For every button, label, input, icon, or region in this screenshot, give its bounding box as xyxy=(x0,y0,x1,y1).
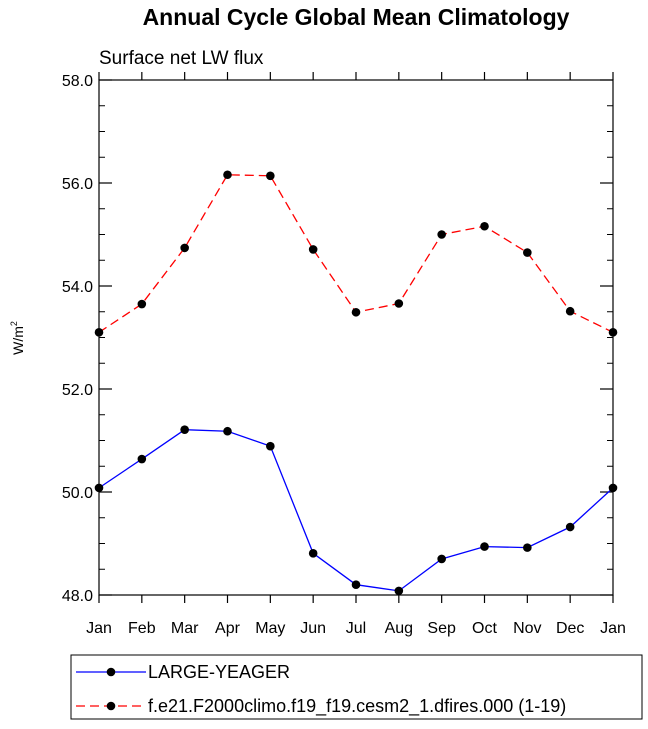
y-tick-label: 54.0 xyxy=(62,279,93,296)
x-tick-label: May xyxy=(255,620,285,637)
legend-box xyxy=(70,654,643,720)
series-line xyxy=(98,429,614,592)
x-tick-label: Nov xyxy=(513,620,541,637)
legend: LARGE-YEAGER f.e21.F2000climo.f19_f19.ces… xyxy=(76,662,566,717)
data-point xyxy=(437,230,446,239)
data-point xyxy=(394,586,404,596)
data-point xyxy=(308,548,318,558)
x-tick-label: Dec xyxy=(556,620,584,637)
chart-subtitle: Surface net LW flux xyxy=(99,48,264,69)
legend-label: f.e21.F2000climo.f19_f19.cesm2_1.dfires.… xyxy=(148,696,566,717)
data-point xyxy=(266,171,275,181)
legend-marker xyxy=(106,701,116,711)
y-tick-label: 48.0 xyxy=(62,588,93,605)
data-point xyxy=(437,554,446,564)
data-point xyxy=(137,454,147,464)
data-point xyxy=(308,245,318,254)
legend-label: LARGE-YEAGER xyxy=(148,662,290,682)
data-point xyxy=(137,299,147,309)
x-tick-label: Aug xyxy=(385,620,413,637)
x-tick-label: Jul xyxy=(346,620,366,637)
data-point xyxy=(523,248,532,257)
data-point xyxy=(565,522,575,532)
y-tick-label: 52.0 xyxy=(62,382,93,399)
series-layer xyxy=(94,170,618,596)
y-axis-label-text: W/m xyxy=(10,326,26,355)
data-point xyxy=(480,221,489,231)
y-tick-labels: 48.0 50.0 52.0 54.0 56.0 58.0 xyxy=(62,73,93,605)
chart-title: Annual Cycle Global Mean Climatology xyxy=(143,4,570,30)
series-2 xyxy=(94,170,618,337)
x-tick-labels: Jan Feb Mar Apr May Jun Jul Aug Sep Oct Nov Dec Jan xyxy=(86,620,626,637)
legend-entry: LARGE-YEAGER xyxy=(76,662,290,682)
x-tick-label: Oct xyxy=(472,620,497,637)
x-tick-label: Feb xyxy=(128,620,156,637)
y-tick-label: 58.0 xyxy=(62,73,93,90)
data-point xyxy=(180,243,189,253)
data-point xyxy=(351,580,361,589)
x-tick-label: Apr xyxy=(215,620,241,637)
y-tick-label: 50.0 xyxy=(62,485,93,502)
x-tick-label: Mar xyxy=(171,620,199,637)
legend-entry: f.e21.F2000climo.f19_f19.cesm2_1.dfires.… xyxy=(76,696,566,717)
data-point xyxy=(266,441,275,451)
x-tick-label: Sep xyxy=(427,620,456,637)
series-1 xyxy=(94,425,618,596)
data-point xyxy=(223,426,232,436)
y-tick-label: 56.0 xyxy=(62,176,93,193)
data-point xyxy=(523,543,532,552)
data-point xyxy=(180,425,189,434)
legend-marker xyxy=(106,667,116,677)
data-point xyxy=(223,170,232,180)
x-tick-label: Jun xyxy=(300,620,326,637)
axis-ticks xyxy=(98,72,614,603)
y-axis-label: W/m2 xyxy=(9,321,26,355)
y-axis-label-superscript: 2 xyxy=(9,321,19,326)
x-tick-label: Jan xyxy=(86,620,112,637)
data-point xyxy=(480,542,489,551)
data-point xyxy=(351,307,361,317)
data-point xyxy=(565,306,575,316)
data-point xyxy=(394,299,404,308)
plot-frame xyxy=(98,79,614,596)
x-tick-label: Jan xyxy=(600,620,626,637)
